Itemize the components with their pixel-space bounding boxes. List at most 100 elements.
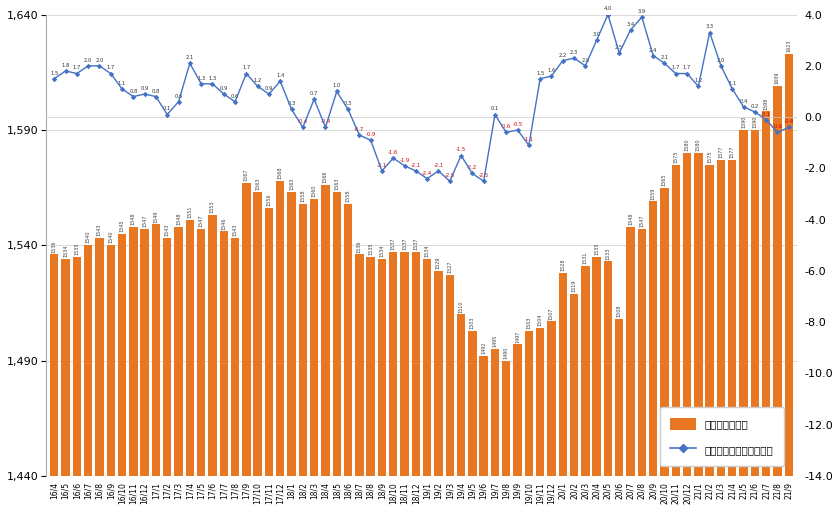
- Text: -2.4: -2.4: [422, 171, 433, 176]
- Bar: [84, 245, 92, 476]
- Text: 1.0: 1.0: [333, 83, 341, 88]
- Text: 1549: 1549: [154, 210, 159, 223]
- Bar: [333, 192, 341, 476]
- Bar: [287, 192, 296, 476]
- Text: 1504: 1504: [538, 314, 543, 327]
- Text: 1534: 1534: [425, 245, 429, 257]
- Bar: [615, 319, 623, 476]
- Text: -2.5: -2.5: [444, 173, 455, 178]
- Text: 2.3: 2.3: [570, 50, 578, 55]
- Text: 2.4: 2.4: [649, 48, 658, 53]
- Text: 1537: 1537: [402, 238, 407, 250]
- Text: 1.5: 1.5: [50, 71, 59, 76]
- Text: 0.3: 0.3: [344, 101, 352, 106]
- Text: 0.9: 0.9: [140, 86, 149, 91]
- Text: 1531: 1531: [583, 251, 588, 264]
- Bar: [762, 111, 770, 476]
- Bar: [445, 275, 454, 476]
- Text: 1580: 1580: [696, 138, 701, 151]
- Text: 1519: 1519: [571, 280, 576, 292]
- Text: 2.2: 2.2: [559, 53, 567, 58]
- Text: 1.7: 1.7: [683, 65, 691, 71]
- Text: 2.0: 2.0: [95, 58, 103, 63]
- Bar: [254, 192, 262, 476]
- Text: 1540: 1540: [108, 231, 113, 243]
- Text: -2.1: -2.1: [377, 163, 387, 168]
- Text: 1.3: 1.3: [208, 76, 217, 81]
- Bar: [118, 234, 126, 476]
- Bar: [751, 130, 759, 476]
- Text: 1.7: 1.7: [242, 65, 250, 71]
- Text: 2.0: 2.0: [84, 58, 92, 63]
- Bar: [525, 331, 533, 476]
- Bar: [638, 229, 646, 476]
- Text: 2.1: 2.1: [186, 55, 194, 60]
- Text: 1536: 1536: [357, 240, 362, 252]
- Text: 1548: 1548: [176, 213, 181, 225]
- Text: 1535: 1535: [368, 242, 373, 255]
- Text: 1558: 1558: [301, 190, 306, 202]
- Text: 1547: 1547: [198, 215, 203, 227]
- Text: 1495: 1495: [492, 335, 497, 347]
- Text: 1534: 1534: [63, 245, 68, 257]
- Text: 1559: 1559: [651, 187, 656, 200]
- Bar: [344, 204, 352, 476]
- Text: 1590: 1590: [753, 115, 758, 128]
- Bar: [321, 185, 329, 476]
- Text: 1535: 1535: [594, 242, 599, 255]
- Text: 1556: 1556: [266, 194, 271, 206]
- Bar: [739, 130, 748, 476]
- Bar: [72, 257, 81, 476]
- Text: 1536: 1536: [52, 240, 57, 252]
- Text: 2.0: 2.0: [717, 58, 725, 63]
- Bar: [559, 273, 567, 476]
- Bar: [242, 183, 250, 476]
- Text: 1527: 1527: [447, 261, 452, 273]
- Text: 1.3: 1.3: [197, 76, 205, 81]
- Text: 1551: 1551: [187, 205, 192, 218]
- Text: -0.4: -0.4: [297, 119, 308, 124]
- Bar: [61, 259, 70, 476]
- Bar: [140, 229, 149, 476]
- Text: 1533: 1533: [606, 247, 611, 260]
- Bar: [378, 259, 386, 476]
- Text: 1563: 1563: [255, 178, 260, 190]
- Text: 1563: 1563: [334, 178, 339, 190]
- Text: 1.6: 1.6: [548, 68, 555, 73]
- Text: 1537: 1537: [391, 238, 396, 250]
- Bar: [785, 54, 793, 476]
- Bar: [570, 294, 578, 476]
- Text: 0.6: 0.6: [231, 94, 239, 99]
- Text: 0.9: 0.9: [265, 86, 273, 91]
- Text: 0.7: 0.7: [310, 91, 318, 96]
- Text: -2.1: -2.1: [411, 163, 421, 168]
- Bar: [401, 252, 409, 476]
- Bar: [581, 266, 590, 476]
- Text: 1.1: 1.1: [118, 81, 126, 86]
- Text: 1503: 1503: [527, 316, 532, 329]
- Text: 1623: 1623: [786, 39, 791, 52]
- Text: 1508: 1508: [617, 305, 622, 317]
- Text: -0.7: -0.7: [354, 127, 365, 132]
- Text: 1543: 1543: [165, 224, 170, 237]
- Bar: [660, 188, 669, 476]
- Bar: [694, 153, 702, 476]
- Text: 1565: 1565: [662, 173, 667, 185]
- Text: 2.5: 2.5: [615, 45, 623, 50]
- Text: 1563: 1563: [289, 178, 294, 190]
- Bar: [129, 227, 138, 476]
- Text: 1575: 1575: [673, 150, 678, 162]
- Text: 3.3: 3.3: [706, 25, 714, 30]
- Text: 1.7: 1.7: [72, 65, 81, 71]
- Bar: [366, 257, 375, 476]
- Text: 0.3: 0.3: [287, 101, 296, 106]
- Bar: [107, 245, 115, 476]
- Text: 1529: 1529: [436, 257, 441, 269]
- Text: 1543: 1543: [97, 224, 102, 237]
- Text: -2.2: -2.2: [467, 166, 477, 170]
- Bar: [773, 86, 782, 476]
- Text: 1492: 1492: [481, 342, 486, 354]
- Text: 1553: 1553: [210, 201, 215, 214]
- Text: -1.6: -1.6: [388, 150, 398, 155]
- Bar: [310, 199, 318, 476]
